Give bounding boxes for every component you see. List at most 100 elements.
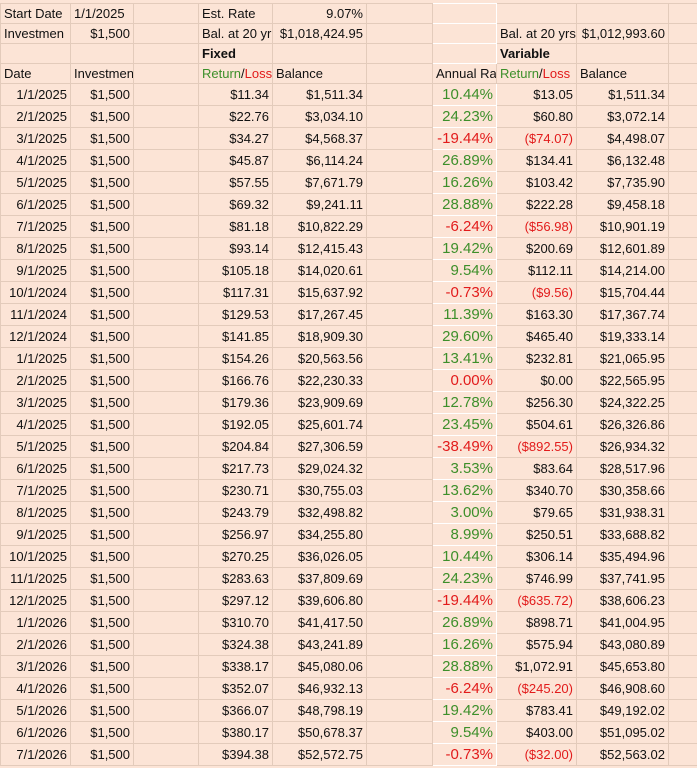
- cell: [133, 567, 199, 590]
- cell: 6/1/2025: [0, 457, 71, 480]
- cell: -19.44%: [432, 589, 497, 612]
- cell: [366, 63, 433, 84]
- row: 5/1/2025 $1,500 $204.84 $27,306.59 -38.49% ($…: [0, 435, 697, 458]
- cell: 19.42%: [432, 237, 497, 260]
- cell: $50,678.37: [272, 721, 367, 744]
- cell: $33,688.82: [576, 523, 669, 546]
- cell: $306.14: [496, 545, 577, 568]
- cell: $14,020.61: [272, 259, 367, 282]
- cell: $141.85: [198, 325, 273, 348]
- cell: 12/1/2024: [0, 325, 71, 348]
- cell: $45,080.06: [272, 655, 367, 678]
- cell: [366, 457, 433, 480]
- cell: [432, 43, 497, 64]
- cell: 28.88%: [432, 655, 497, 678]
- cell: $34,255.80: [272, 523, 367, 546]
- cell: Bal. at 20 yrs: [496, 23, 577, 44]
- cell: [366, 303, 433, 326]
- cell: [668, 677, 697, 700]
- section-header: Variable: [500, 46, 550, 61]
- cell: $230.71: [198, 479, 273, 502]
- cell: $38,606.23: [576, 589, 669, 612]
- cell: Investment: [70, 63, 134, 84]
- cell: -6.24%: [432, 677, 497, 700]
- cell: $6,114.24: [272, 149, 367, 172]
- cell: $24,322.25: [576, 391, 669, 414]
- row: Fixed Variable: [0, 43, 697, 64]
- cell: 8.99%: [432, 523, 497, 546]
- cell: Bal. at 20 yr: [198, 23, 273, 44]
- row: 2/1/2025 $1,500 $22.76 $3,034.10 24.23% $60.8…: [0, 105, 697, 128]
- cell: [133, 193, 199, 216]
- row: 6/1/2025 $1,500 $69.32 $9,241.11 28.88% $222.…: [0, 193, 697, 216]
- cell: [668, 567, 697, 590]
- cell: $1,500: [70, 237, 134, 260]
- cell: 3/1/2025: [0, 127, 71, 150]
- cell: [668, 347, 697, 370]
- cell: [366, 677, 433, 700]
- row: 7/1/2025 $1,500 $230.71 $30,755.03 13.62% $34…: [0, 479, 697, 502]
- cell: $32,498.82: [272, 501, 367, 524]
- cell: $30,358.66: [576, 479, 669, 502]
- cell: $57.55: [198, 171, 273, 194]
- cell: [366, 633, 433, 656]
- cell: [366, 743, 433, 766]
- cell: [668, 523, 697, 546]
- cell: ($9.56): [496, 281, 577, 304]
- cell: 11.39%: [432, 303, 497, 326]
- cell: 11/1/2025: [0, 567, 71, 590]
- cell: Balance: [576, 63, 669, 84]
- cell: $23,909.69: [272, 391, 367, 414]
- cell: $1,500: [70, 633, 134, 656]
- cell: $28,517.96: [576, 457, 669, 480]
- cell: [133, 435, 199, 458]
- cell: $26,326.86: [576, 413, 669, 436]
- cell: $34.27: [198, 127, 273, 150]
- cell: [133, 3, 199, 24]
- cell: [366, 83, 433, 106]
- cell: 2/1/2025: [0, 369, 71, 392]
- sheet-body: Start Date 1/1/2025 Est. Rate 9.07% Inve…: [0, 3, 697, 766]
- cell: -0.73%: [432, 743, 497, 766]
- cell: $117.31: [198, 281, 273, 304]
- section-header: Fixed: [202, 46, 236, 61]
- row: 6/1/2025 $1,500 $217.73 $29,024.32 3.53% $83.…: [0, 457, 697, 480]
- row: 12/1/2025 $1,500 $297.12 $39,606.80 -19.44%(…: [0, 589, 697, 612]
- header-part: /: [539, 66, 543, 81]
- cell: [133, 523, 199, 546]
- cell: 10.44%: [432, 545, 497, 568]
- cell: $1,500: [70, 545, 134, 568]
- cell: 7/1/2025: [0, 479, 71, 502]
- cell: [668, 281, 697, 304]
- cell: $25,601.74: [272, 413, 367, 436]
- cell: 3.53%: [432, 457, 497, 480]
- cell: 8/1/2025: [0, 501, 71, 524]
- row: 7/1/2025 $1,500 $81.18 $10,822.29 -6.24% ($56…: [0, 215, 697, 238]
- cell: $46,908.60: [576, 677, 669, 700]
- cell: $10,901.19: [576, 215, 669, 238]
- cell: $204.84: [198, 435, 273, 458]
- cell: 10/1/2025: [0, 545, 71, 568]
- cell: 7/1/2025: [0, 215, 71, 238]
- cell: 12/1/2025: [0, 589, 71, 612]
- row: 8/1/2025 $1,500 $243.79 $32,498.82 3.00% $79.…: [0, 501, 697, 524]
- cell: [668, 457, 697, 480]
- cell: [668, 391, 697, 414]
- header-part: Return: [202, 66, 242, 81]
- cell: $3,072.14: [576, 105, 669, 128]
- cell: $112.11: [496, 259, 577, 282]
- cell: $103.42: [496, 171, 577, 194]
- cell: 3/1/2025: [0, 391, 71, 414]
- cell: [366, 501, 433, 524]
- cell: [366, 435, 433, 458]
- row: Date Investment Return/Loss Balance Annu…: [0, 63, 697, 84]
- cell: $1,500: [70, 721, 134, 744]
- cell: [366, 589, 433, 612]
- cell: [133, 237, 199, 260]
- cell: [366, 699, 433, 722]
- cell: $192.05: [198, 413, 273, 436]
- cell: $283.63: [198, 567, 273, 590]
- cell: $1,500: [70, 677, 134, 700]
- cell: 12.78%: [432, 391, 497, 414]
- cell: [668, 171, 697, 194]
